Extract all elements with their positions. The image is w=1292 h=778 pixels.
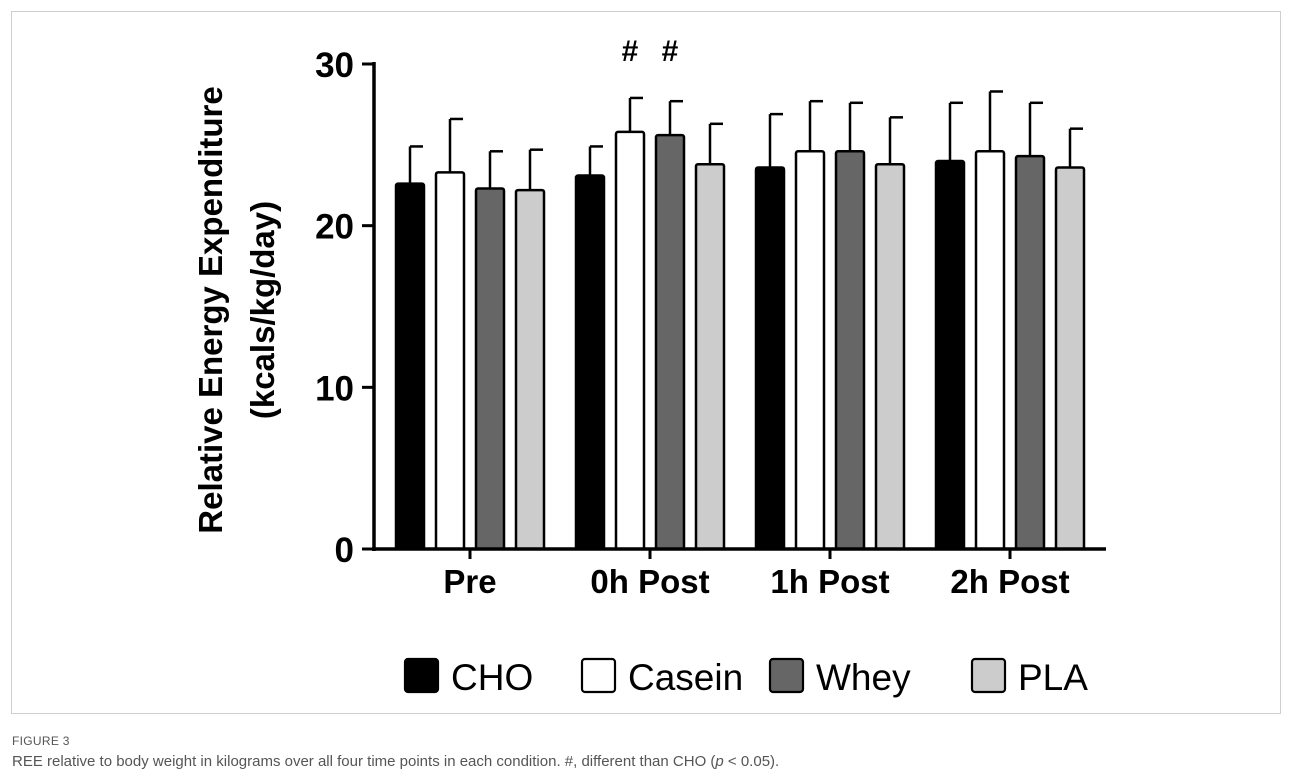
bar-cho-0h-post — [574, 174, 606, 551]
bar-casein-1h-post — [794, 150, 826, 551]
caption-text-end: < 0.05). — [723, 753, 780, 770]
bar-whey-0h-post — [654, 133, 686, 551]
figure-caption: REE relative to body weight in kilograms… — [12, 753, 779, 770]
bar-casein-2h-post — [974, 150, 1006, 551]
y-tick-label-30: 30 — [315, 46, 354, 85]
bar-cho-2h-post — [934, 159, 966, 551]
x-tick-label-0h-post: 0h Post — [590, 563, 709, 600]
legend-swatch-pla — [970, 657, 1007, 694]
legend-label-cho: CHO — [451, 657, 533, 698]
bar-pla-2h-post — [1054, 166, 1086, 551]
legend-label-whey: Whey — [816, 657, 911, 698]
caption-text: REE relative to body weight in kilograms… — [12, 753, 716, 770]
bar-casein-pre — [434, 171, 466, 551]
bar-whey-1h-post — [834, 150, 866, 551]
bar-cho-pre — [394, 182, 426, 551]
x-tick-label-pre: Pre — [443, 563, 496, 600]
bar-whey-2h-post — [1014, 154, 1046, 551]
legend-label-pla: PLA — [1018, 657, 1088, 698]
annotation-hash-2: # — [662, 35, 679, 68]
y-tick-label-0: 0 — [335, 531, 354, 570]
y-axis-label-units: (kcals/kg/day) — [244, 201, 281, 419]
figure-frame — [11, 11, 1281, 714]
y-axis-label: Relative Energy Expenditure — [192, 86, 229, 533]
legend: CHO Casein Whey PLA — [403, 657, 1088, 698]
caption-p-symbol: p — [715, 753, 724, 770]
x-tick-label-1h-post: 1h Post — [770, 563, 889, 600]
legend-swatch-casein — [580, 657, 617, 694]
legend-swatch-cho — [403, 657, 440, 694]
legend-swatch-whey — [768, 657, 805, 694]
bar-whey-pre — [474, 187, 506, 551]
y-tick-label-10: 10 — [315, 369, 354, 408]
axes-layer: 0 10 20 30 Pre 0h Post 1h Post 2h Post — [315, 46, 1106, 600]
y-tick-label-20: 20 — [315, 208, 354, 247]
bar-pla-0h-post — [694, 162, 726, 551]
annotation-hash-1: # — [622, 35, 639, 68]
bar-cho-1h-post — [754, 166, 786, 551]
bar-pla-1h-post — [874, 162, 906, 551]
error-bars-layer — [408, 90, 1083, 191]
figure-label: FIGURE 3 — [12, 734, 70, 748]
bar-casein-0h-post — [614, 130, 646, 551]
x-tick-label-2h-post: 2h Post — [950, 563, 1069, 600]
bars-layer — [394, 130, 1086, 551]
legend-label-casein: Casein — [628, 657, 743, 698]
bar-pla-pre — [514, 188, 546, 551]
annotations-layer: # # — [622, 35, 679, 68]
